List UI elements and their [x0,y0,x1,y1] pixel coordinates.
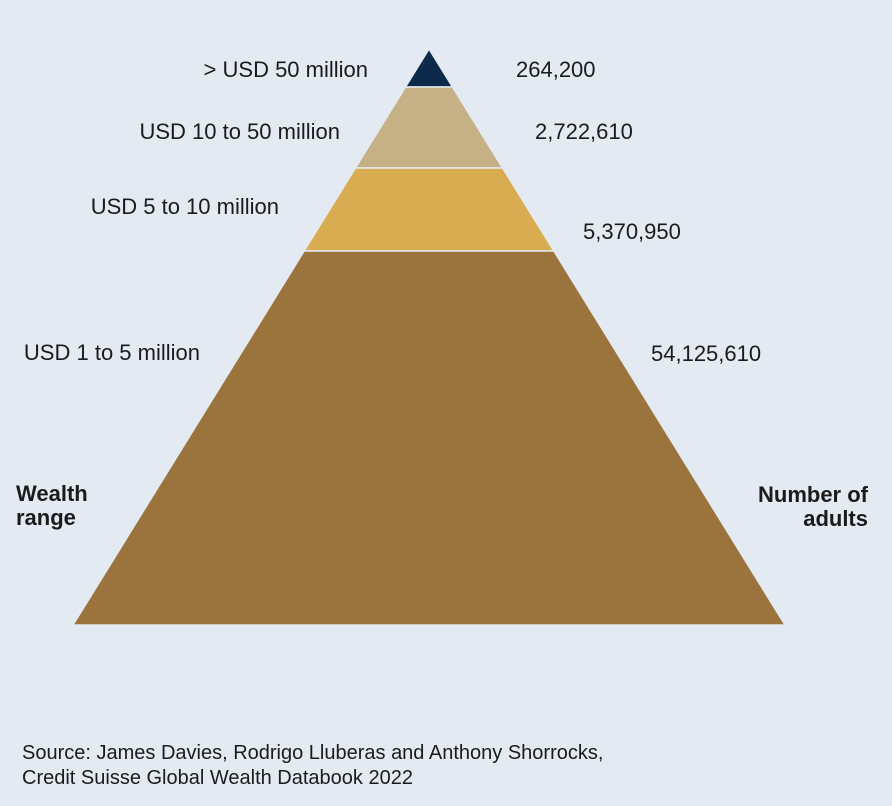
tier-range-label-4: USD 1 to 5 million [24,340,200,365]
tier-adults-label-4: 54,125,610 [651,341,761,366]
pyramid-tier-2 [354,86,504,169]
pyramid-tier-4 [71,250,787,626]
source-note: Source: James Davies, Rodrigo Lluberas a… [22,741,603,791]
source-line-2: Credit Suisse Global Wealth Databook 202… [22,767,413,789]
number-of-adults-title: Number of adults [758,483,868,531]
source-line-1: Source: James Davies, Rodrigo Lluberas a… [22,742,604,764]
number-of-adults-title-line1: Number of [758,482,868,507]
wealth-range-title: Wealth range [16,482,88,530]
tier-adults-label-2: 2,722,610 [535,119,633,144]
number-of-adults-title-line2: adults [803,506,868,531]
tier-adults-label-1: 264,200 [516,57,596,82]
pyramid-tier-3 [302,167,556,252]
tier-adults-label-3: 5,370,950 [583,219,681,244]
pyramid-tier-1 [404,47,454,88]
wealth-range-title-line1: Wealth [16,481,88,506]
tier-range-label-3: USD 5 to 10 million [91,194,279,219]
tier-range-label-2: USD 10 to 50 million [139,119,340,144]
wealth-range-title-line2: range [16,505,76,530]
tier-range-label-1: > USD 50 million [204,57,368,82]
